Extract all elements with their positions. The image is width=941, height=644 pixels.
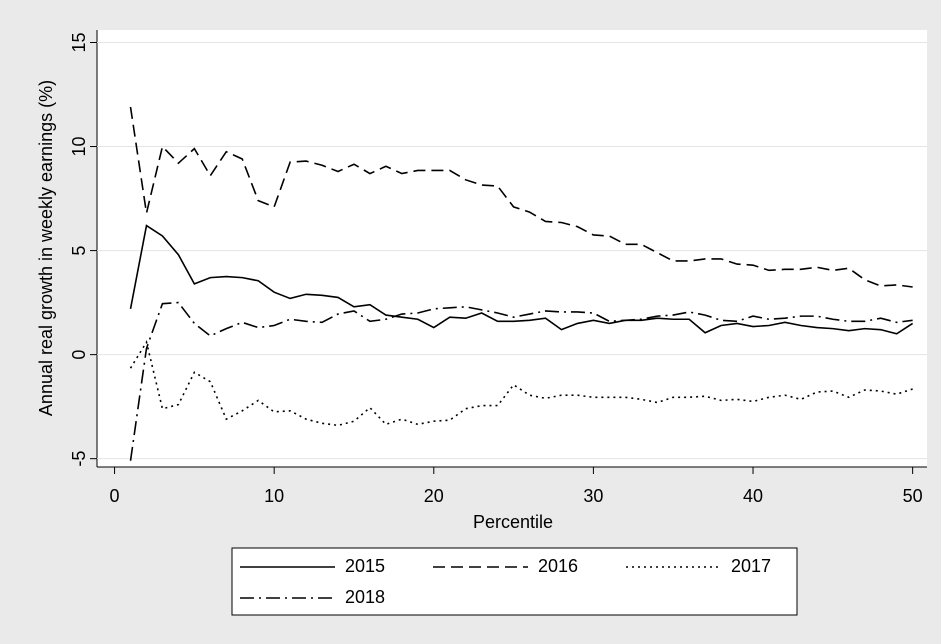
x-tick-label: 10 (264, 486, 284, 506)
series-line (129, 340, 913, 427)
x-tick-label: 50 (903, 486, 923, 506)
x-axis-title: Percentile (473, 512, 553, 532)
x-tick-label: 20 (424, 486, 444, 506)
series-line (129, 301, 913, 461)
legend (231, 547, 798, 616)
y-tick-label: 15 (69, 32, 89, 52)
x-tick-label: 0 (110, 486, 120, 506)
y-axis-title: Annual real growth in weekly earnings (%… (36, 80, 56, 416)
plot-area (97, 30, 927, 467)
legend-label: 2018 (345, 587, 385, 607)
x-tick-label: 40 (743, 486, 763, 506)
legend-label: 2015 (345, 556, 385, 576)
x-tick-label: 30 (583, 486, 603, 506)
y-tick-label: 10 (69, 137, 89, 157)
legend-label: 2017 (731, 556, 771, 576)
series-line (129, 224, 914, 335)
y-tick-label: 5 (69, 246, 89, 256)
y-tick-label: 0 (69, 350, 89, 360)
legend-label: 2016 (538, 556, 578, 576)
series-line (129, 106, 913, 288)
y-tick-label: -5 (69, 451, 89, 467)
